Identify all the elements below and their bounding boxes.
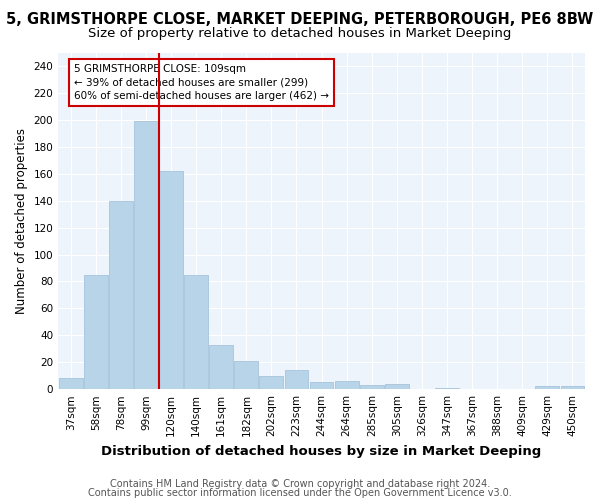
Text: Contains public sector information licensed under the Open Government Licence v3: Contains public sector information licen… [88,488,512,498]
Bar [284,370,308,389]
Bar [435,388,459,389]
Bar [259,376,283,389]
Bar [84,274,108,389]
Bar [134,121,158,389]
Bar [535,386,559,389]
Bar [184,274,208,389]
Bar [335,381,359,389]
Text: Size of property relative to detached houses in Market Deeping: Size of property relative to detached ho… [88,28,512,40]
Bar [209,344,233,389]
Text: 5, GRIMSTHORPE CLOSE, MARKET DEEPING, PETERBOROUGH, PE6 8BW: 5, GRIMSTHORPE CLOSE, MARKET DEEPING, PE… [7,12,593,28]
X-axis label: Distribution of detached houses by size in Market Deeping: Distribution of detached houses by size … [101,444,542,458]
Text: Contains HM Land Registry data © Crown copyright and database right 2024.: Contains HM Land Registry data © Crown c… [110,479,490,489]
Bar [360,385,383,389]
Text: 5 GRIMSTHORPE CLOSE: 109sqm
← 39% of detached houses are smaller (299)
60% of se: 5 GRIMSTHORPE CLOSE: 109sqm ← 39% of det… [74,64,329,100]
Bar [59,378,83,389]
Bar [560,386,584,389]
Bar [385,384,409,389]
Bar [310,382,334,389]
Bar [159,171,183,389]
Bar [235,361,258,389]
Y-axis label: Number of detached properties: Number of detached properties [15,128,28,314]
Bar [109,200,133,389]
